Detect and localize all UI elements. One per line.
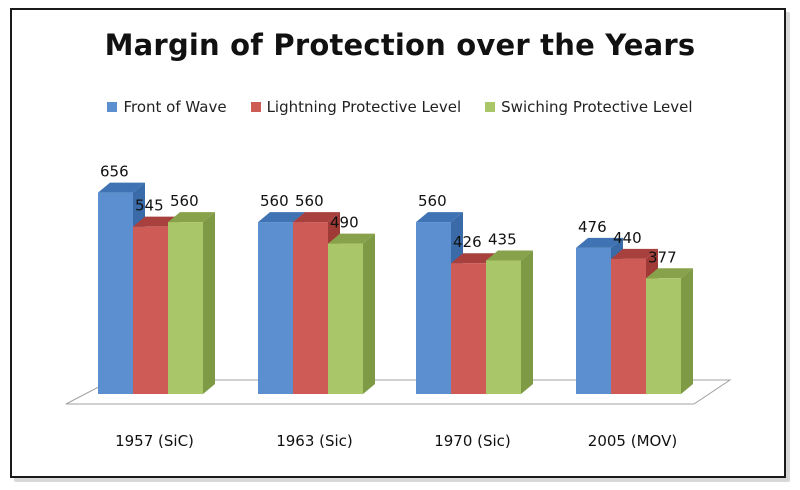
legend-swatch xyxy=(107,102,118,112)
bar xyxy=(451,263,486,394)
bar-top xyxy=(293,212,340,223)
bar xyxy=(98,192,133,394)
data-label: 560 xyxy=(260,192,289,210)
bar-top xyxy=(98,182,145,193)
chart-title: Margin of Protection over the Years xyxy=(104,28,696,62)
data-label: 560 xyxy=(418,192,447,210)
bar xyxy=(416,222,451,394)
data-label: 440 xyxy=(613,229,642,247)
bar-top xyxy=(646,268,693,279)
legend-swatch xyxy=(250,102,261,112)
bar xyxy=(133,226,168,394)
bar xyxy=(293,222,328,394)
legend-label: Swiching Protective Level xyxy=(501,98,693,116)
legend-item-lightning-protective-level: Lightning Protective Level xyxy=(250,98,462,116)
data-label: 476 xyxy=(578,218,607,236)
legend-swatch xyxy=(485,102,496,112)
x-tick-label: 1957 (SiC) xyxy=(115,432,194,450)
bar xyxy=(328,243,363,394)
x-tick-label: 1963 (Sic) xyxy=(276,432,353,450)
bar-side xyxy=(521,250,533,394)
bar-side xyxy=(681,268,693,394)
legend-item-swiching-protective-level: Swiching Protective Level xyxy=(485,98,693,116)
data-label: 560 xyxy=(295,192,324,210)
bar xyxy=(646,278,681,394)
bar-top xyxy=(416,212,463,223)
bar xyxy=(611,258,646,394)
data-label: 490 xyxy=(330,214,359,232)
bar-top xyxy=(258,212,305,223)
data-label: 377 xyxy=(648,248,677,266)
x-tick-label: 2005 (MOV) xyxy=(588,432,677,450)
bar-side xyxy=(363,233,375,394)
bar xyxy=(576,247,611,394)
bar xyxy=(486,260,521,394)
data-label: 435 xyxy=(488,230,517,248)
bar-top xyxy=(486,250,533,261)
bar xyxy=(258,222,293,394)
data-label: 656 xyxy=(100,163,129,181)
data-label: 545 xyxy=(135,197,164,215)
bar-top xyxy=(328,233,375,244)
data-label: 426 xyxy=(453,233,482,251)
bar-top xyxy=(576,237,623,248)
bar xyxy=(168,222,203,394)
chart-floor xyxy=(65,379,732,405)
chart-legend: Front of Wave Lightning Protective Level… xyxy=(0,98,800,116)
x-tick-label: 1970 (Sic) xyxy=(434,432,511,450)
data-label: 560 xyxy=(170,192,199,210)
legend-label: Lightning Protective Level xyxy=(266,98,462,116)
bar-side xyxy=(203,212,215,394)
legend-item-front-of-wave: Front of Wave xyxy=(107,98,227,116)
bar-top xyxy=(611,248,658,259)
bar-top xyxy=(168,212,215,223)
legend-label: Front of Wave xyxy=(123,98,227,116)
